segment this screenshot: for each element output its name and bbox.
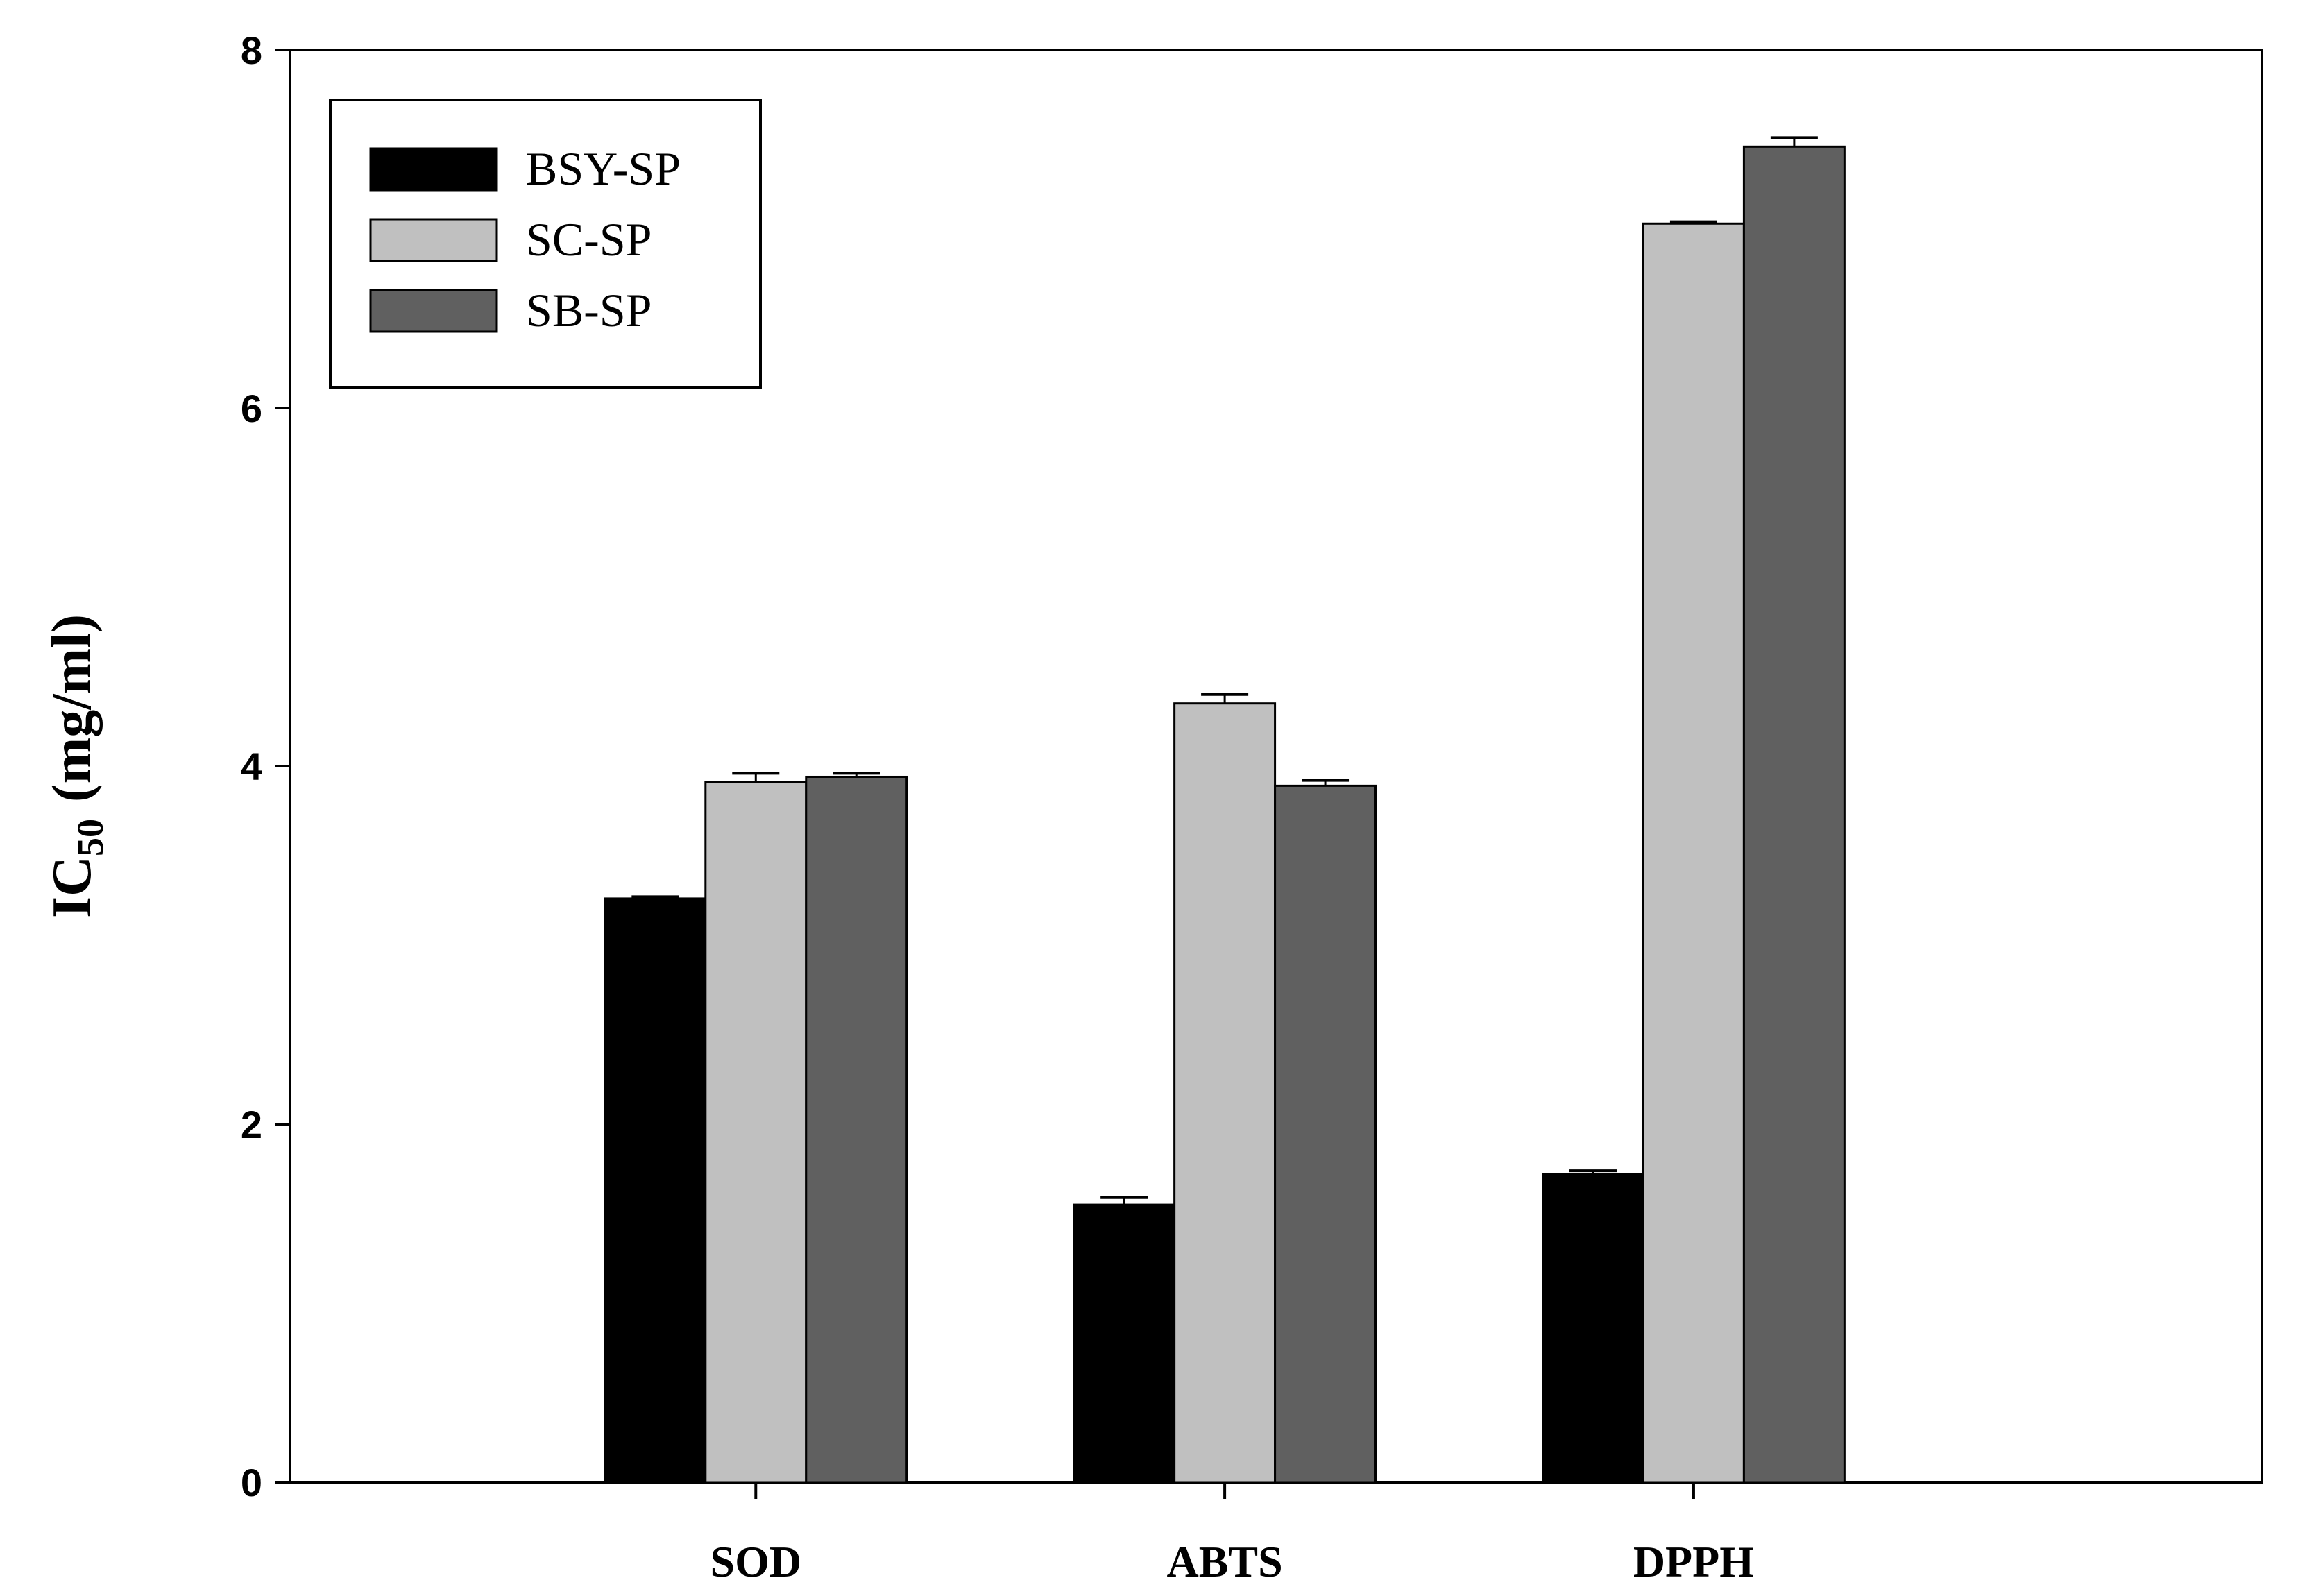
legend-label: BSY-SP: [526, 142, 681, 195]
bar-bsy-sp-dpph: [1542, 1173, 1644, 1484]
legend-swatch: [369, 147, 498, 192]
legend-swatch: [369, 289, 498, 333]
y-axis-title: IC50 (mg/ml): [42, 614, 111, 918]
bar-sc-sp-sod: [704, 781, 808, 1484]
x-category-label: SOD: [710, 1537, 801, 1586]
y-tick-label: 8: [241, 28, 262, 72]
bar-bsy-sp-sod: [604, 897, 707, 1484]
bar-sb-sp-abts: [1274, 784, 1377, 1484]
x-category-label: ABTS: [1167, 1537, 1283, 1586]
bar-sc-sp-dpph: [1642, 222, 1745, 1484]
y-tick-label: 6: [241, 387, 262, 430]
legend: BSY-SP SC-SP SB-SP: [329, 99, 762, 389]
legend-swatch: [369, 218, 498, 262]
y-axis-title-subscript: 50: [69, 819, 111, 856]
legend-label: SB-SP: [526, 284, 652, 337]
x-axis: SOD ABTS DPPH: [710, 1482, 1754, 1586]
bar-sb-sp-sod: [805, 775, 908, 1484]
x-category-label: DPPH: [1633, 1537, 1754, 1586]
y-axis-title-unit: (mg/ml): [42, 614, 103, 802]
y-tick-label: 2: [241, 1103, 262, 1146]
legend-label: SC-SP: [526, 213, 652, 266]
y-tick-label: 0: [241, 1461, 262, 1504]
y-tick-label: 4: [241, 745, 262, 788]
bar-bsy-sp-abts: [1073, 1203, 1176, 1484]
bars-layer: [604, 145, 1846, 1484]
bar-sc-sp-abts: [1173, 702, 1277, 1484]
y-axis-title-main: IC: [42, 856, 103, 918]
bar-sb-sp-dpph: [1742, 145, 1846, 1484]
error-bars-layer: [631, 136, 1818, 1205]
y-axis: 0 2 4 6 8: [241, 28, 290, 1504]
